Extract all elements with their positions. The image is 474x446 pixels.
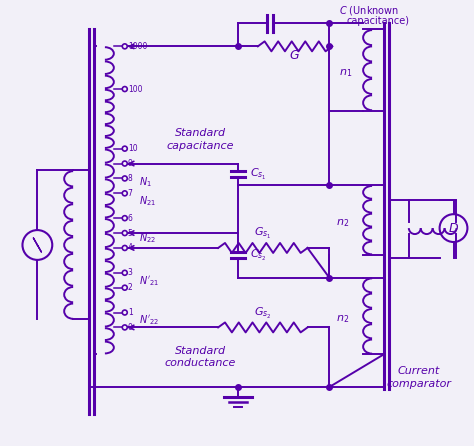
Text: $G$: $G$ <box>289 49 300 62</box>
Text: $n_2$: $n_2$ <box>337 313 349 325</box>
Text: $n_1$: $n_1$ <box>339 67 353 79</box>
Text: 2: 2 <box>128 283 133 292</box>
Text: $N_{22}$: $N_{22}$ <box>139 231 156 245</box>
Text: 100: 100 <box>128 85 142 94</box>
Text: conductance: conductance <box>164 358 236 368</box>
Text: $C_{s_2}$: $C_{s_2}$ <box>250 248 267 263</box>
Circle shape <box>122 270 127 275</box>
Circle shape <box>122 87 127 91</box>
Circle shape <box>122 191 127 196</box>
Text: 8: 8 <box>128 174 133 183</box>
Text: $C$ (Unknown: $C$ (Unknown <box>339 4 400 17</box>
Text: $D$: $D$ <box>448 222 459 235</box>
Text: $N'_{22}$: $N'_{22}$ <box>139 314 159 327</box>
Text: 4: 4 <box>128 244 133 252</box>
Text: Standard: Standard <box>175 128 226 138</box>
Text: 9: 9 <box>128 159 133 168</box>
Text: 5: 5 <box>128 228 133 238</box>
Circle shape <box>122 161 127 166</box>
Text: $N'_{21}$: $N'_{21}$ <box>139 274 159 288</box>
Text: Current: Current <box>398 366 440 376</box>
Circle shape <box>122 231 127 235</box>
Text: 10: 10 <box>128 144 137 153</box>
Text: $N_1$: $N_1$ <box>139 176 152 189</box>
Text: capacitance: capacitance <box>166 140 234 151</box>
Text: capacitance): capacitance) <box>346 17 409 26</box>
Text: 1000: 1000 <box>128 42 147 51</box>
Text: 7: 7 <box>128 189 133 198</box>
Text: $n_2$: $n_2$ <box>337 217 349 229</box>
Circle shape <box>122 245 127 251</box>
Text: 1: 1 <box>128 308 133 317</box>
Text: $C_{s_1}$: $C_{s_1}$ <box>250 167 266 182</box>
Circle shape <box>122 285 127 290</box>
Text: $G_{s_1}$: $G_{s_1}$ <box>254 226 272 241</box>
Text: Standard: Standard <box>175 346 226 356</box>
Text: 6: 6 <box>128 214 133 223</box>
Text: $N_{21}$: $N_{21}$ <box>139 194 156 208</box>
Circle shape <box>122 146 127 151</box>
Circle shape <box>122 325 127 330</box>
Circle shape <box>122 176 127 181</box>
Text: 3: 3 <box>128 268 133 277</box>
Text: comparator: comparator <box>386 379 451 389</box>
Text: $G_{s_2}$: $G_{s_2}$ <box>254 306 272 321</box>
Circle shape <box>122 216 127 221</box>
Circle shape <box>122 310 127 315</box>
Circle shape <box>122 44 127 49</box>
Text: 0: 0 <box>128 323 133 332</box>
